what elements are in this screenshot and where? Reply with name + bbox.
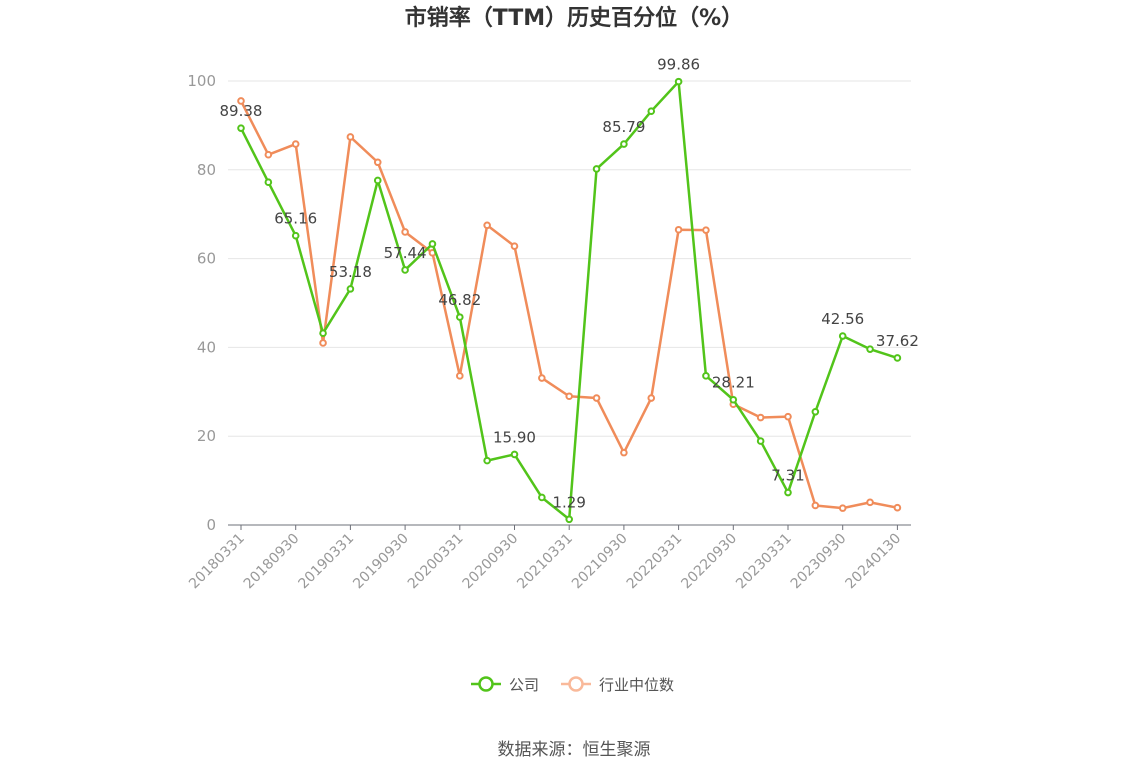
- data-label: 46.82: [438, 291, 481, 309]
- data-point: [866, 498, 874, 507]
- x-tick-label: 20210930: [569, 531, 631, 593]
- data-label: 89.38: [220, 102, 263, 120]
- data-point: [756, 437, 765, 445]
- data-point: [510, 450, 519, 459]
- data-label: 1.29: [552, 493, 585, 511]
- data-point: [784, 488, 792, 497]
- data-point: [729, 395, 738, 404]
- data-point: [620, 448, 628, 457]
- data-point: [811, 407, 820, 416]
- data-label: 65.16: [274, 210, 317, 228]
- x-tick-label: 20200331: [405, 531, 467, 593]
- x-tick-label: 20220930: [678, 531, 740, 593]
- data-point: [264, 150, 273, 159]
- legend-item-industry-median[interactable]: 行业中位数: [561, 676, 674, 694]
- data-point: [319, 339, 327, 347]
- data-point: [592, 165, 601, 173]
- data-label: 7.31: [771, 467, 804, 485]
- data-labels: 89.38 65.16 53.18 57.44 46.82 15.90 1.29 85.79 9…: [220, 56, 919, 512]
- axes: 0 20 40 60 80 100 2018033120180930201903312019…: [186, 72, 911, 592]
- data-point: [510, 242, 519, 250]
- y-tick-label: 0: [206, 516, 216, 534]
- x-tick-label: 20240130: [843, 531, 905, 593]
- data-point: [401, 228, 409, 236]
- legend[interactable]: 公司 行业中位数: [471, 676, 674, 694]
- x-tick-label: 20220331: [624, 531, 686, 593]
- data-point: [838, 332, 847, 340]
- data-point: [756, 413, 765, 422]
- data-point: [291, 140, 300, 148]
- data-point: [702, 226, 710, 234]
- data-point: [784, 412, 792, 421]
- data-point: [319, 329, 327, 337]
- data-point: [401, 266, 409, 274]
- chart-title: 市销率（TTM）历史百分位（%）: [405, 5, 743, 31]
- data-point: [346, 133, 355, 141]
- legend-label: 公司: [509, 676, 539, 694]
- data-point: [811, 501, 820, 510]
- legend-label: 行业中位数: [599, 676, 674, 694]
- x-tick-label: 20180930: [241, 531, 303, 593]
- y-tick-label: 80: [197, 161, 216, 179]
- legend-marker: [478, 676, 494, 692]
- x-tick-label: 20200930: [460, 531, 522, 593]
- source-note: 数据来源：恒生聚源: [498, 740, 651, 760]
- data-point: [702, 372, 710, 380]
- x-tick-label: 20190331: [296, 531, 358, 593]
- data-label: 57.44: [384, 244, 427, 262]
- y-tick-label: 40: [197, 338, 216, 356]
- series-industry-median: [237, 97, 902, 512]
- data-label: 99.86: [657, 56, 700, 74]
- data-label: 85.79: [602, 118, 645, 136]
- data-label: 42.56: [821, 310, 864, 328]
- series-company: [237, 77, 902, 524]
- data-point: [237, 97, 245, 105]
- data-point: [483, 221, 491, 230]
- data-label: 53.18: [329, 263, 372, 281]
- data-point: [428, 240, 437, 248]
- data-point: [647, 394, 656, 402]
- data-label: 15.90: [493, 428, 536, 446]
- data-point: [866, 345, 874, 353]
- y-tick-label: 20: [197, 427, 216, 445]
- data-point: [456, 313, 464, 321]
- data-point: [373, 158, 382, 167]
- data-point: [264, 178, 273, 187]
- data-point: [483, 456, 491, 465]
- x-tick-label: 20190930: [350, 531, 412, 593]
- series-lines: [237, 77, 902, 524]
- data-point: [893, 503, 902, 512]
- data-label: 28.21: [712, 374, 755, 392]
- data-point: [565, 515, 574, 524]
- data-point: [237, 124, 245, 132]
- data-point: [592, 394, 601, 402]
- data-point: [456, 372, 464, 380]
- x-tick-label: 20230331: [733, 531, 795, 593]
- data-point: [838, 504, 847, 512]
- legend-marker: [568, 676, 584, 692]
- x-tick-label: 20210331: [514, 531, 576, 593]
- data-point: [620, 140, 628, 148]
- data-point: [565, 392, 574, 401]
- y-tick-label: 60: [197, 250, 216, 268]
- data-point: [538, 374, 546, 382]
- data-point: [647, 107, 656, 115]
- data-point: [538, 493, 546, 502]
- x-tick-label: 20180331: [186, 531, 248, 593]
- data-point: [346, 285, 355, 293]
- data-point: [291, 231, 300, 240]
- data-point: [893, 354, 902, 362]
- data-label: 37.62: [876, 332, 919, 350]
- legend-item-company[interactable]: 公司: [471, 676, 539, 694]
- y-tick-label: 100: [187, 72, 216, 90]
- grid: [228, 80, 911, 437]
- data-point: [674, 77, 683, 86]
- data-point: [674, 225, 683, 234]
- data-point: [373, 176, 382, 185]
- x-tick-label: 20230930: [788, 531, 850, 593]
